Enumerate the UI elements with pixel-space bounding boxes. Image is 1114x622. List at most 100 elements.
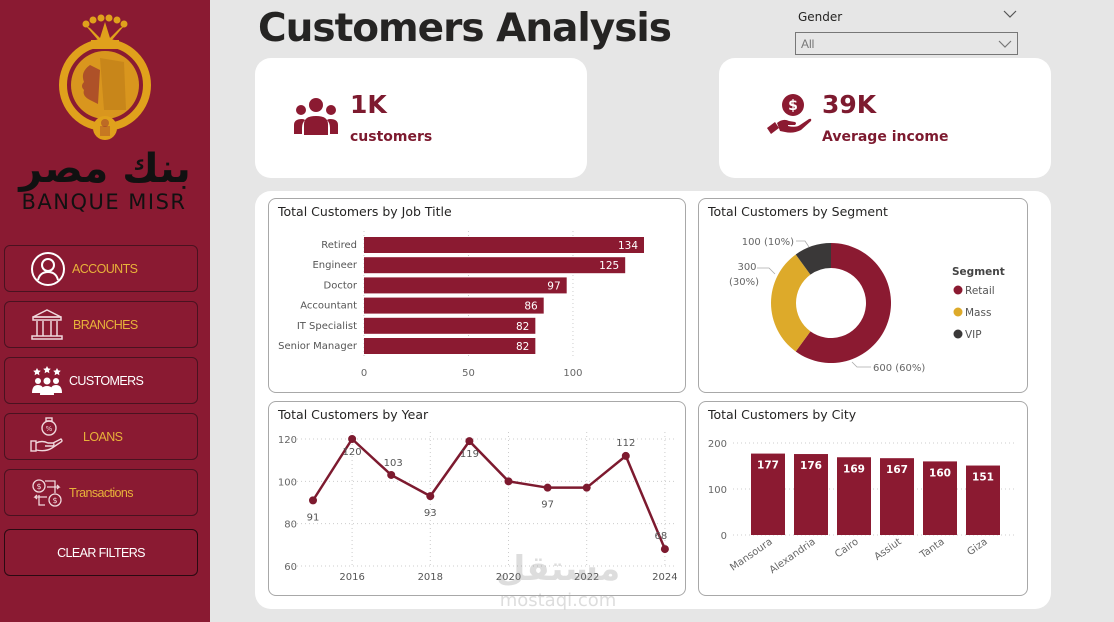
leader-line	[851, 361, 871, 368]
kpi-customers-label: customers	[350, 129, 433, 145]
job-title-chart-title: Total Customers by Job Title	[278, 204, 452, 219]
leader-line	[757, 267, 776, 275]
x-tick-label: 2024	[652, 572, 677, 583]
y-tick-label: 0	[721, 531, 727, 542]
data-label: 68	[655, 531, 668, 542]
data-point	[387, 470, 396, 479]
x-tick-label: 2016	[339, 572, 364, 583]
bar	[364, 257, 626, 274]
y-tick-label: 80	[284, 520, 297, 531]
category-label: Engineer	[312, 260, 357, 271]
kpi-income-value: 39K	[822, 90, 877, 119]
data-label: 82	[516, 321, 529, 333]
data-label: 97	[547, 280, 560, 292]
city-chart-card: Total Customers by City 0 100 200 177 Mansou…	[698, 401, 1028, 596]
data-point	[309, 496, 317, 505]
category-label: Assiut	[873, 536, 904, 562]
data-label: 160	[929, 467, 951, 479]
segment-chart-card: Total Customers by Segment 600 (60%) 300 (…	[698, 198, 1028, 393]
bar	[837, 457, 871, 535]
nav-transactions-label: Transactions	[69, 485, 134, 500]
legend-marker-mass	[953, 307, 963, 317]
gender-dropdown-value: All	[801, 37, 815, 51]
kpi-card-customers: 1K customers	[255, 58, 587, 178]
kpi-income-label: Average income	[822, 129, 949, 145]
customers-group-icon	[27, 361, 67, 401]
category-label: Retired	[321, 240, 357, 251]
bar	[364, 317, 536, 334]
legend-marker-vip	[953, 329, 963, 339]
nav-branches-label: BRANCHES	[73, 317, 138, 332]
city-bar-chart: 0100200177Mansoura176Alexandria169Cairo1…	[708, 439, 1017, 576]
segment-chart-title: Total Customers by Segment	[708, 204, 888, 219]
bar	[364, 237, 644, 253]
money-hand-icon: $	[767, 94, 812, 134]
nav-loans-button[interactable]: % LOANS	[4, 413, 198, 460]
kpi-card-income: $ 39K Average income	[719, 58, 1051, 178]
nav-accounts-button[interactable]: ACCOUNTS	[4, 245, 198, 292]
series-line	[311, 437, 667, 550]
year-chart-card: Total Customers by Year 60 80 100 120 2016 20…	[268, 401, 686, 596]
category-label: Doctor	[324, 280, 358, 291]
segment-donut-chart: 600 (60%) 300 (30%) 100 (10%) Segment Retail M…	[729, 237, 1005, 374]
x-tick-label: 2020	[496, 572, 521, 583]
bar	[751, 453, 785, 535]
loan-hand-icon: %	[27, 416, 67, 457]
nav-customers-button[interactable]: CUSTOMERS	[4, 357, 198, 404]
data-point	[348, 435, 357, 443]
x-tick-label: 0	[361, 368, 367, 379]
data-point	[426, 492, 435, 501]
user-circle-icon	[28, 249, 68, 289]
bar	[794, 454, 828, 535]
x-tick-label: 100	[563, 368, 582, 379]
data-point	[660, 545, 669, 554]
year-chart-title: Total Customers by Year	[278, 407, 429, 422]
donut-slice-mass	[771, 254, 811, 352]
svg-text:$: $	[788, 98, 798, 114]
x-tick-label: 50	[462, 368, 475, 379]
gender-dropdown[interactable]: All	[795, 32, 1018, 55]
bar	[364, 297, 544, 314]
donut-slice-retail	[795, 243, 891, 363]
data-label-retail: 600 (60%)	[873, 363, 925, 374]
data-label: 125	[599, 260, 619, 272]
data-label: 176	[800, 460, 822, 472]
category-label: Giza	[965, 536, 989, 558]
donut-slice-vip	[795, 243, 831, 275]
clear-filters-button[interactable]: CLEAR FILTERS	[4, 529, 198, 576]
legend-title: Segment	[952, 266, 1005, 278]
y-tick-label: 200	[708, 439, 727, 450]
gender-slicer-label: Gender	[798, 10, 843, 24]
data-label: 82	[516, 341, 529, 353]
chevron-down-icon	[998, 40, 1012, 48]
data-label: 167	[886, 464, 908, 476]
brand-english-name: BANQUE MISR	[21, 190, 186, 214]
leader-line	[796, 240, 810, 248]
svg-text:$: $	[52, 496, 57, 505]
sidebar: بنك مصر BANQUE MISR ACCOUNTS BRANCHES CU…	[0, 0, 210, 622]
svg-text:$: $	[36, 482, 41, 491]
legend-label-retail: Retail	[965, 285, 995, 297]
people-icon	[294, 98, 338, 135]
category-label: Senior Manager	[278, 341, 358, 352]
svg-text:%: %	[46, 425, 53, 433]
data-label: 120	[343, 447, 362, 458]
nav-branches-button[interactable]: BRANCHES	[4, 301, 198, 348]
banque-misr-logo: بنك مصر BANQUE MISR	[0, 10, 210, 215]
data-label: 177	[757, 460, 779, 472]
pharaoh-emblem-icon: بنك مصر BANQUE MISR	[17, 14, 191, 214]
bar	[364, 338, 536, 354]
nav-loans-label: LOANS	[83, 429, 123, 444]
data-label: 112	[616, 438, 635, 449]
data-point	[621, 451, 630, 460]
chevron-down-icon[interactable]	[1003, 9, 1017, 19]
x-tick-label: 2022	[574, 572, 599, 583]
nav-accounts-label: ACCOUNTS	[72, 261, 138, 276]
data-label: 103	[384, 458, 403, 469]
brand-arabic-name: بنك مصر	[17, 146, 191, 192]
data-label-vip: 100 (10%)	[742, 237, 794, 248]
nav-transactions-button[interactable]: $ $ Transactions	[4, 469, 198, 516]
bank-building-icon	[27, 305, 67, 345]
data-point	[543, 483, 552, 492]
data-point	[504, 477, 513, 486]
